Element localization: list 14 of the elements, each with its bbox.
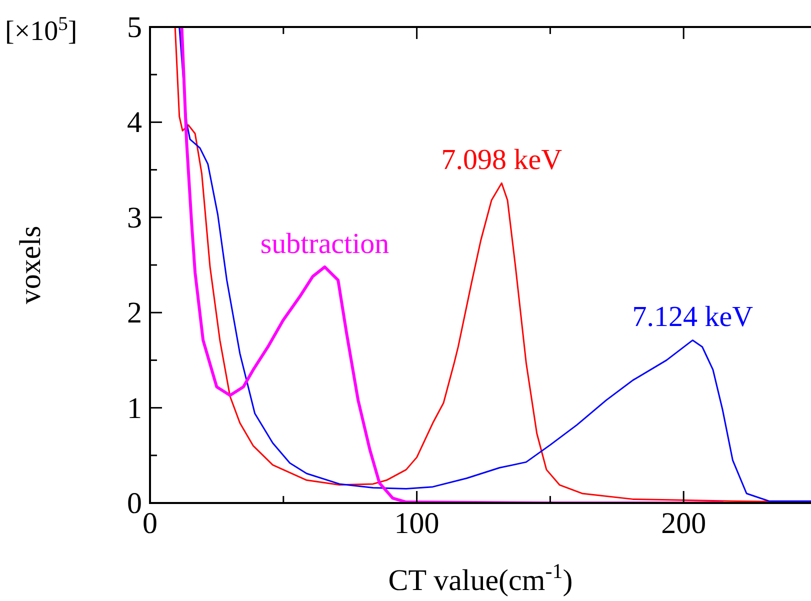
series-label: 7.124 keV bbox=[632, 301, 754, 334]
x-axis-title: CT value(cm$^{-1}$) bbox=[388, 559, 573, 597]
x-tick-label: 100 bbox=[394, 507, 440, 540]
y-axis-title: voxels bbox=[14, 226, 47, 304]
y-tick-label: 2 bbox=[127, 296, 142, 330]
series-label: subtraction bbox=[260, 228, 390, 260]
y-tick-label: 5 bbox=[127, 11, 142, 44]
y-tick-label: 0 bbox=[127, 487, 142, 520]
y-tick-label: 4 bbox=[127, 106, 142, 140]
series-label: 7.098 keV bbox=[441, 144, 562, 176]
y-tick-label: 1 bbox=[127, 392, 142, 425]
y-tick-label: 3 bbox=[127, 201, 142, 234]
text: [×10$^{5}$] bbox=[5, 14, 78, 47]
x-tick-label: 200 bbox=[661, 507, 706, 540]
